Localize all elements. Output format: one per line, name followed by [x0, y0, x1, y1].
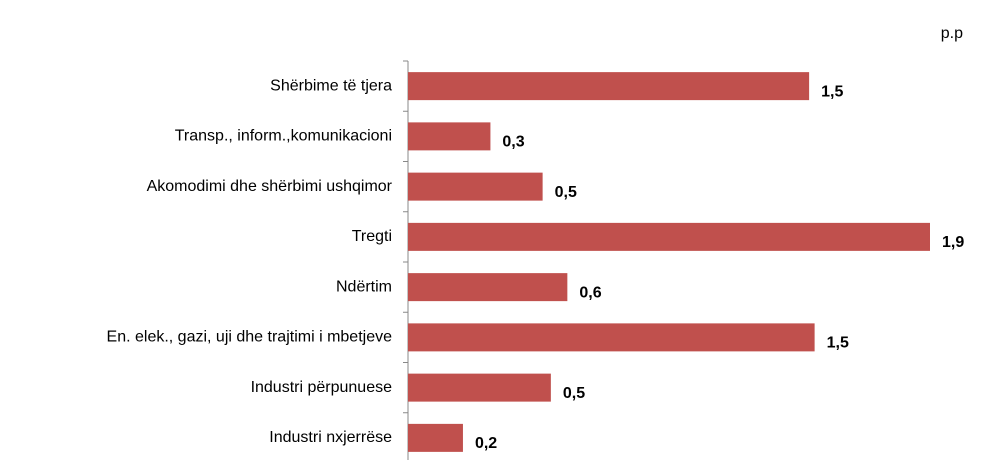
- category-label: Akomodimi dhe shërbimi ushqimor: [147, 178, 393, 195]
- bar: [408, 273, 568, 302]
- value-label: 0,2: [475, 435, 497, 452]
- bar: [408, 423, 463, 452]
- category-label: Shërbime të tjera: [270, 77, 392, 94]
- category-label: Tregti: [352, 228, 392, 245]
- value-label: 0,5: [555, 184, 577, 201]
- bar: [408, 373, 551, 402]
- category-label: En. elek., gazi, uji dhe trajtimi i mbet…: [107, 329, 393, 346]
- bar: [408, 323, 815, 352]
- category-label: Industri nxjerrëse: [269, 429, 392, 446]
- value-label: 0,5: [563, 385, 585, 402]
- category-label: Transp., inform.,komunikacioni: [175, 128, 392, 145]
- value-label: 0,6: [579, 284, 601, 301]
- value-label: 1,5: [827, 335, 849, 352]
- category-label: Industri përpunuese: [251, 379, 393, 396]
- value-label: 1,5: [821, 83, 843, 100]
- bar: [408, 72, 810, 101]
- unit-label: p.p: [941, 25, 963, 42]
- bar: [408, 122, 491, 151]
- bar: [408, 172, 543, 201]
- category-label: Ndërtim: [336, 278, 392, 295]
- value-label: 0,3: [502, 134, 524, 151]
- value-label: 1,9: [942, 234, 964, 251]
- bar: [408, 222, 930, 251]
